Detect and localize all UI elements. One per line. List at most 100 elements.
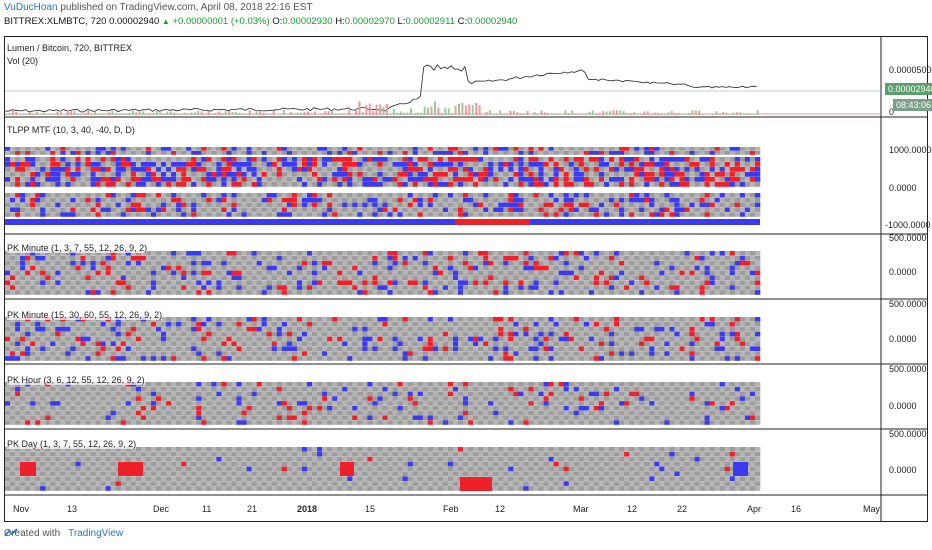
pk-minute-cell [5, 280, 11, 285]
pk-minute-cell [724, 270, 731, 276]
tlpp-cell [307, 212, 313, 217]
pk-minute-cell [65, 290, 71, 295]
pk-minute-cell [60, 285, 66, 290]
pk-minute-cell [563, 275, 569, 281]
chart-canvas[interactable] [5, 37, 927, 521]
pk-minute-cell [85, 290, 91, 295]
tlpp-cell [407, 193, 413, 198]
pk-hour-cell [407, 382, 413, 387]
tlpp-cell [463, 157, 469, 162]
tlpp-cell [145, 172, 152, 177]
pk-minute-cell [659, 341, 665, 347]
tlpp-cell [90, 202, 96, 208]
tlpp-cell [211, 207, 217, 212]
pk-minute-cell [110, 285, 116, 290]
tlpp-cell [513, 151, 519, 155]
tlpp-cell [35, 197, 41, 203]
volume-bar [337, 113, 340, 115]
tlpp-cell [367, 207, 373, 212]
tlpp-cell [755, 172, 761, 177]
pk-minute-cell [231, 341, 237, 347]
pk-minute-cell [181, 290, 187, 295]
tlpp-cell [724, 172, 731, 177]
tlpp-cell [714, 167, 720, 172]
pk-minute-cell [236, 270, 242, 276]
pk-minute-cell [669, 260, 675, 266]
pk-minute-cell [629, 317, 635, 322]
pk-minute-cell [513, 346, 519, 351]
tlpp-cell [20, 202, 26, 208]
pk-minute-cell [226, 351, 232, 356]
chart-area[interactable]: Lumen / Bitcoin, 720, BITTREX Vol (20) 0… [4, 36, 932, 522]
tlpp-cell [719, 177, 725, 182]
pk-minute-cell [342, 265, 348, 271]
tlpp-cell [70, 202, 76, 208]
pk-minute-cell [261, 260, 267, 266]
pk-minute-cell [674, 331, 680, 337]
volume-bar [331, 110, 333, 115]
pk-minute-cell [503, 280, 509, 285]
pk-minute-cell [478, 275, 484, 281]
tlpp-cell [619, 197, 625, 203]
pk-minute-cell [5, 255, 11, 261]
pk-minute-cell [387, 317, 393, 322]
pk-minute-cell [644, 280, 650, 285]
pk-minute-cell [588, 285, 595, 290]
pk-minute-cell [95, 265, 101, 271]
pk-minute-cell [664, 326, 670, 332]
pk-minute-cell [604, 356, 610, 361]
pk-hour-cell [256, 382, 262, 387]
tlpp-cell [503, 182, 509, 187]
pk-minute-cell [372, 270, 378, 276]
pk-minute-cell [407, 346, 413, 351]
pk-minute-cell [739, 265, 746, 271]
pk-minute-cell [659, 280, 665, 285]
tlpp-cell [629, 151, 635, 155]
tlpp-cell [80, 177, 86, 182]
tlpp-cell [598, 172, 605, 177]
pk-minute-cell [634, 285, 640, 290]
pk-minute-cell [553, 341, 559, 347]
pk-minute-cell [367, 321, 373, 327]
tlpp-cell [65, 212, 71, 217]
tlpp-cell [312, 207, 318, 212]
pk-minute-cell [473, 255, 479, 261]
tlpp-cell [236, 197, 242, 203]
pk-minute-cell [45, 346, 51, 351]
pk-minute-cell [271, 280, 278, 285]
pk-minute-cell [171, 270, 177, 276]
pk-minute-cell [135, 275, 142, 281]
tlpp-cell [367, 177, 373, 182]
tlpp-cell [211, 202, 217, 208]
tlpp-cell [186, 197, 192, 203]
tlpp-cell [624, 167, 630, 172]
pk-minute-cell [518, 275, 524, 281]
pk-minute-cell [362, 336, 368, 342]
tlpp-cell [281, 151, 288, 155]
pk-minute-cell [130, 280, 137, 285]
tlpp-cell [473, 197, 479, 203]
tlpp-cell [342, 167, 348, 172]
tlpp-cell [518, 177, 524, 182]
tlpp-cell [251, 182, 257, 187]
author-link[interactable]: VuDucHoan [4, 2, 58, 13]
pk-minute-cell [407, 336, 413, 342]
pk-minute-cell [744, 290, 751, 295]
pk-minute-cell [261, 251, 267, 256]
pk-minute-cell [70, 275, 76, 281]
pk-minute-cell [211, 275, 217, 281]
tlpp-cell [75, 197, 81, 203]
tlpp-cell [654, 167, 660, 172]
pk-minute-cell [140, 260, 147, 266]
pk-minute-cell [186, 270, 192, 276]
pk-minute-cell [473, 251, 479, 256]
pk-minute-cell [523, 326, 529, 332]
pk-minute-cell [296, 285, 303, 290]
tlpp-cell [191, 162, 197, 167]
pk-minute-cell [422, 275, 429, 281]
tlpp-cell [447, 151, 454, 155]
volume-bar [633, 112, 635, 115]
pk-minute-cell [468, 270, 474, 276]
tlpp-cell [261, 212, 267, 217]
pk-minute-cell [714, 251, 720, 256]
